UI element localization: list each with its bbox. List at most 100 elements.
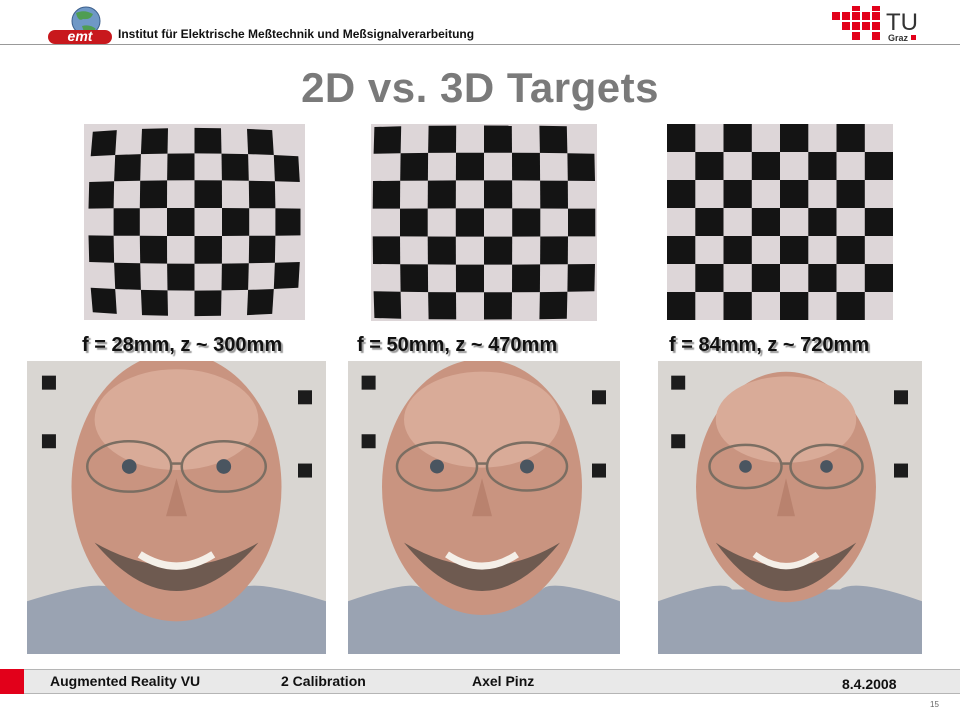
checker-square — [808, 264, 837, 292]
header-divider — [0, 44, 960, 45]
checker-square — [808, 152, 837, 180]
checker-square — [567, 153, 595, 181]
emt-logo-text: emt — [68, 28, 94, 44]
checker-square — [780, 236, 809, 264]
checker-square — [273, 262, 300, 289]
checker-square — [140, 289, 168, 316]
checker-square — [427, 180, 456, 209]
caption-28mm: f = 28mm, z ~ 300mm — [82, 334, 283, 356]
checker-square — [723, 292, 752, 320]
footer-accent — [0, 669, 24, 694]
checker-square — [373, 291, 402, 319]
checker-square — [139, 180, 168, 209]
checker-square — [836, 124, 865, 152]
checker-square — [780, 180, 809, 208]
checker-square — [540, 180, 568, 209]
caption-50mm: f = 50mm, z ~ 470mm — [357, 334, 558, 356]
checkerboard-image-50mm — [371, 124, 597, 321]
checker-square — [455, 208, 484, 237]
checker-square — [455, 264, 484, 293]
tu-logo-main: TU — [886, 9, 918, 36]
tu-graz-logo: TU Graz — [832, 6, 932, 44]
checker-square — [751, 152, 780, 180]
checker-square — [512, 208, 541, 237]
checker-square — [695, 152, 724, 180]
emt-logo: emt — [46, 4, 116, 48]
checker-square — [372, 180, 401, 209]
checker-square — [667, 236, 696, 264]
page-number: 15 — [930, 700, 939, 709]
checker-square — [221, 263, 249, 291]
checker-square — [568, 208, 596, 237]
checker-square — [667, 180, 696, 208]
checker-square — [167, 263, 195, 291]
checker-square — [427, 236, 456, 265]
checker-square — [695, 264, 724, 292]
checker-square — [512, 264, 541, 293]
checker-square — [751, 264, 780, 292]
checker-square — [539, 291, 568, 320]
checker-square — [400, 152, 429, 181]
checker-square — [780, 292, 809, 320]
checker-square — [864, 152, 893, 180]
checker-square — [194, 290, 222, 317]
checker-square — [484, 236, 513, 265]
checker-square — [836, 180, 865, 208]
checker-square — [723, 124, 752, 152]
checker-square — [539, 125, 568, 154]
checker-square — [221, 153, 249, 181]
footer-date: 8.4.2008 — [842, 676, 897, 692]
checker-square — [273, 155, 300, 182]
checker-square — [808, 208, 837, 236]
checker-square — [90, 130, 117, 157]
footer-course: Augmented Reality VU — [50, 673, 201, 689]
caption-84mm: f = 84mm, z ~ 720mm — [669, 334, 870, 356]
footer-chapter: 2 Calibration — [281, 673, 366, 689]
checker-square — [373, 126, 402, 154]
checker-square — [723, 180, 752, 208]
checker-square — [114, 262, 141, 290]
checker-square — [864, 264, 893, 292]
checker-square — [836, 236, 865, 264]
checker-square — [88, 181, 115, 209]
checker-square — [780, 124, 809, 152]
checker-square — [540, 236, 568, 265]
face-photo-50mm — [348, 361, 620, 654]
checker-square — [667, 292, 696, 320]
checker-square — [194, 180, 222, 208]
checker-square — [275, 208, 301, 236]
footer-bar — [0, 669, 960, 694]
checker-square — [248, 235, 276, 264]
checker-square — [484, 180, 513, 209]
checker-square — [723, 236, 752, 264]
tu-logo-sub: Graz — [888, 33, 909, 43]
checker-square — [113, 208, 140, 236]
institute-name: Institut für Elektrische Meßtechnik und … — [118, 27, 475, 41]
checker-square — [864, 208, 893, 236]
checker-square — [167, 153, 195, 181]
checker-square — [372, 236, 401, 265]
checker-square — [428, 125, 457, 153]
checker-square — [484, 292, 512, 320]
checker-square — [139, 235, 168, 264]
checker-square — [567, 264, 595, 292]
checker-square — [455, 152, 484, 181]
checker-square — [484, 125, 512, 153]
face-photo-28mm — [27, 361, 326, 654]
checkerboard-image-84mm — [667, 124, 893, 320]
checker-square — [695, 208, 724, 236]
slide-title: 2D vs. 3D Targets — [301, 64, 659, 111]
checker-square — [400, 264, 429, 293]
checker-square — [194, 127, 222, 154]
checker-square — [114, 154, 141, 182]
checker-square — [836, 292, 865, 320]
checker-square — [400, 208, 428, 237]
checker-square — [90, 287, 117, 314]
checkerboard-image-28mm — [84, 124, 305, 320]
checker-square — [140, 128, 168, 155]
footer-author: Axel Pinz — [472, 673, 535, 689]
checker-square — [428, 292, 457, 320]
checker-square — [667, 124, 696, 152]
checker-square — [247, 128, 274, 155]
checker-square — [247, 289, 274, 316]
